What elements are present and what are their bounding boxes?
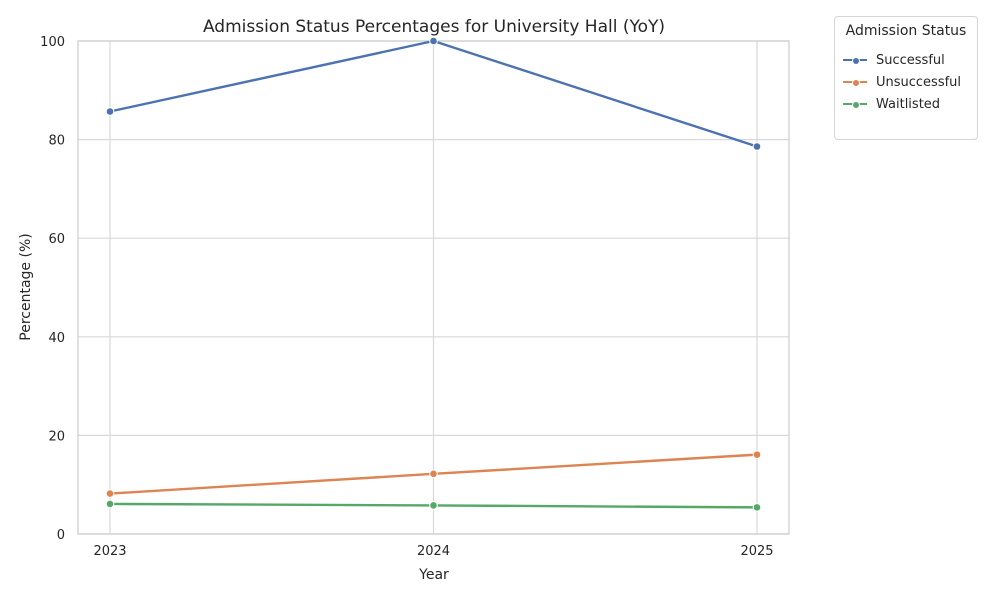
y-tick-label: 40 — [48, 331, 65, 346]
legend-dot — [852, 57, 860, 65]
y-tick-label: 100 — [40, 35, 65, 50]
x-axis-label: Year — [418, 567, 449, 583]
data-point-unsuccessful — [105, 489, 115, 498]
data-point-unsuccessful — [429, 469, 438, 479]
data-point-waitlisted — [429, 501, 438, 510]
legend-dot — [852, 101, 860, 109]
legend-label: Waitlisted — [876, 96, 941, 112]
legend-marker-successful — [843, 54, 867, 66]
data-point-waitlisted — [752, 503, 762, 512]
legend-item-successful: Successful — [843, 50, 977, 70]
legend-label: Unsuccessful — [876, 74, 962, 90]
legend-marker-waitlisted — [843, 98, 867, 110]
series-layer — [105, 36, 762, 512]
data-point-successful — [752, 142, 762, 151]
x-tick-label: 2024 — [417, 544, 450, 559]
data-point-successful — [105, 107, 115, 116]
legend-item-unsuccessful: Unsuccessful — [843, 72, 977, 92]
legend: Admission Status Successful Unsuccessful… — [834, 16, 978, 140]
y-axis-label: Percentage (%) — [18, 233, 34, 340]
x-tick-label: 2025 — [740, 544, 773, 559]
data-point-unsuccessful — [752, 450, 762, 459]
x-tick-label: 2023 — [93, 544, 126, 559]
y-tick-label: 80 — [48, 134, 65, 149]
y-tick-label: 0 — [57, 528, 65, 543]
legend-label: Successful — [876, 52, 945, 68]
y-tick-label: 20 — [48, 429, 65, 444]
legend-item-waitlisted: Waitlisted — [843, 94, 977, 114]
data-point-waitlisted — [105, 499, 115, 509]
tick-labels: 0 20 40 60 80 100 2023 2024 2025 — [40, 35, 773, 559]
y-tick-label: 60 — [48, 232, 65, 247]
chart-title: Admission Status Percentages for Univers… — [203, 17, 665, 37]
legend-dot — [852, 79, 860, 87]
legend-title: Admission Status — [845, 23, 967, 39]
legend-marker-unsuccessful — [843, 76, 867, 88]
data-point-successful — [429, 36, 438, 46]
